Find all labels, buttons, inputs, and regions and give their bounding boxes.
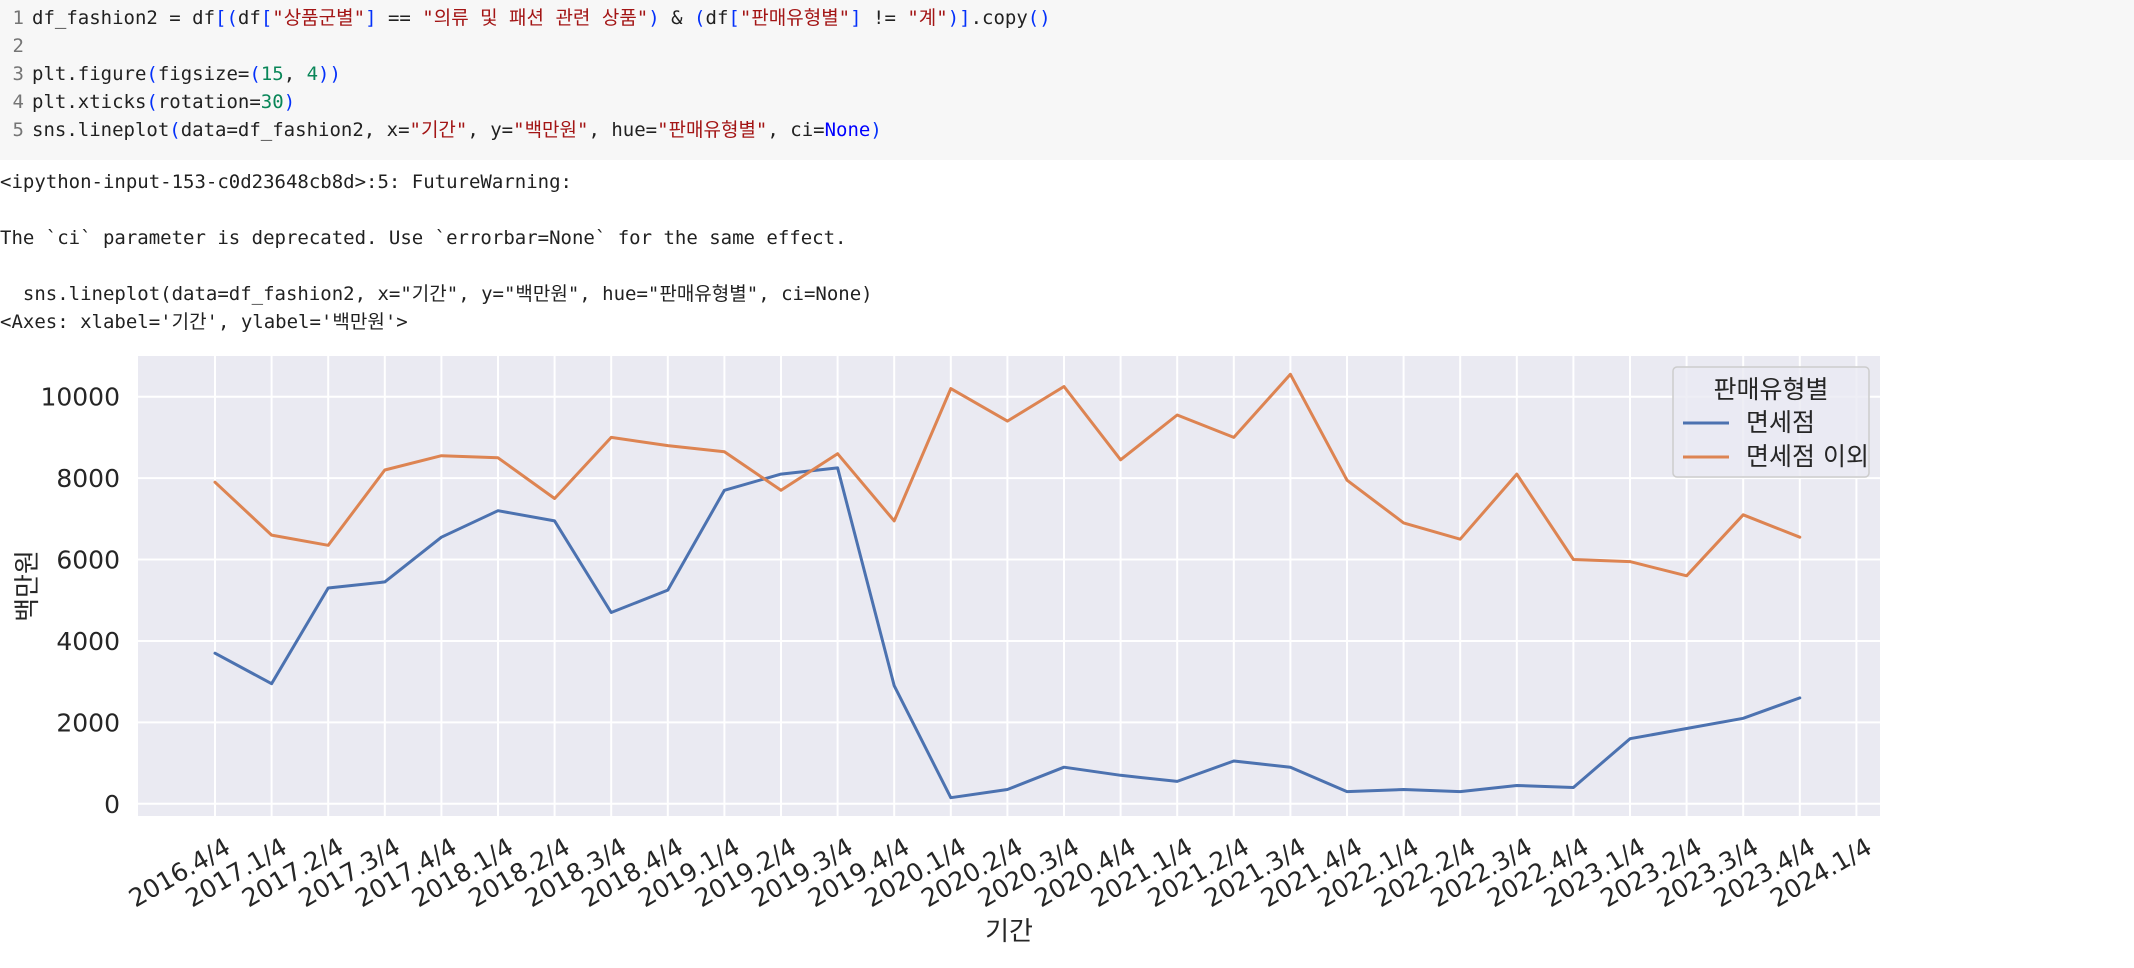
code-token: == xyxy=(376,7,423,29)
code-token: figsize= xyxy=(157,63,250,85)
y-tick-label: 6000 xyxy=(56,546,120,575)
y-axis-label: 백만원 xyxy=(13,550,43,622)
code-token: ( xyxy=(169,119,181,141)
code-token: ) xyxy=(870,119,882,141)
code-token: [( xyxy=(215,7,238,29)
line-number: 3 xyxy=(12,63,24,85)
x-axis-label: 기간 xyxy=(985,917,1033,947)
code-token: 15 xyxy=(260,63,284,85)
line-number: 2 xyxy=(12,35,24,57)
y-tick-label: 8000 xyxy=(56,464,120,493)
y-tick-label: 10000 xyxy=(40,383,120,412)
y-tick-label: 0 xyxy=(104,790,120,819)
legend-label: 면세점 xyxy=(1746,408,1815,437)
code-cell[interactable]: 1 df_fashion2 = df[(df["상품군별"] == "의류 및 패… xyxy=(0,0,2134,160)
code-token: != xyxy=(861,7,908,29)
y-tick-label: 2000 xyxy=(56,708,120,737)
code-token: ) xyxy=(283,91,296,113)
code-token: "백만원" xyxy=(513,119,589,141)
series-line-1 xyxy=(213,372,1802,578)
code-token: None xyxy=(824,119,871,141)
code-token: "판매유형별" xyxy=(739,7,851,29)
code-line[interactable]: 3 plt.figure(figsize=(15, 4)) xyxy=(0,60,341,88)
code-token: plt.figure xyxy=(32,63,147,85)
y-tick-label: 4000 xyxy=(56,627,120,656)
code-token: , y= xyxy=(467,119,514,141)
code-token: ( xyxy=(694,7,706,29)
series-line-0 xyxy=(213,466,1802,800)
code-token: .copy xyxy=(970,7,1028,29)
output-line: sns.lineplot(data=df_fashion2, x="기간", y… xyxy=(0,283,873,305)
code-token: & xyxy=(659,7,695,29)
code-token: rotation= xyxy=(157,91,261,113)
code-token: "기간" xyxy=(409,119,468,141)
code-token: "판매유형별" xyxy=(657,119,768,141)
code-token: df xyxy=(705,7,729,29)
code-token: "상품군별" xyxy=(272,7,366,29)
code-token: [ xyxy=(728,7,740,29)
code-token: ] xyxy=(850,7,862,29)
code-line[interactable]: 1 df_fashion2 = df[(df["상품군별"] == "의류 및 패… xyxy=(0,4,1051,32)
legend-title: 판매유형별 xyxy=(1713,375,1828,404)
plot-area xyxy=(138,356,1880,816)
code-token: , hue= xyxy=(588,119,658,141)
code-line[interactable]: 4 plt.xticks(rotation=30) xyxy=(0,88,296,116)
code-token: df xyxy=(237,7,261,29)
code-token: ( xyxy=(249,63,261,85)
code-token: "의류 및 패션 관련 상품" xyxy=(422,7,649,29)
legend-box xyxy=(1672,366,1870,478)
code-token: ( xyxy=(146,91,158,113)
code-token: ) xyxy=(648,7,660,29)
code-token: ] xyxy=(365,7,377,29)
code-token: df_fashion2 = df xyxy=(32,7,216,29)
output-line: The `ci` parameter is deprecated. Use `e… xyxy=(0,227,847,249)
output-line: <ipython-input-153-c0d23648cb8d>:5: Futu… xyxy=(0,171,572,193)
code-token: "계" xyxy=(907,7,948,29)
code-line[interactable]: 5 sns.lineplot(data=df_fashion2, x="기간", … xyxy=(0,116,882,144)
code-line[interactable]: 2 xyxy=(0,32,32,60)
code-token: )] xyxy=(947,7,971,29)
code-token: ( xyxy=(146,63,158,85)
code-token: 30 xyxy=(260,91,284,113)
output-line: <Axes: xlabel='기간', ylabel='백만원'> xyxy=(0,311,408,333)
line-number: 5 xyxy=(12,119,24,141)
code-token: sns.lineplot xyxy=(32,119,170,141)
line-number: 1 xyxy=(12,7,24,29)
code-token: data=df_fashion2, x= xyxy=(180,119,410,141)
code-token: 4 xyxy=(306,63,319,85)
code-token: () xyxy=(1027,7,1051,29)
code-token: plt.xticks xyxy=(32,91,147,113)
legend-label: 면세점 이외 xyxy=(1746,442,1869,471)
code-token: , ci= xyxy=(767,119,825,141)
code-token: [ xyxy=(260,7,273,29)
line-number: 4 xyxy=(12,91,24,113)
code-token: )) xyxy=(318,63,341,85)
code-token: , xyxy=(283,63,307,85)
